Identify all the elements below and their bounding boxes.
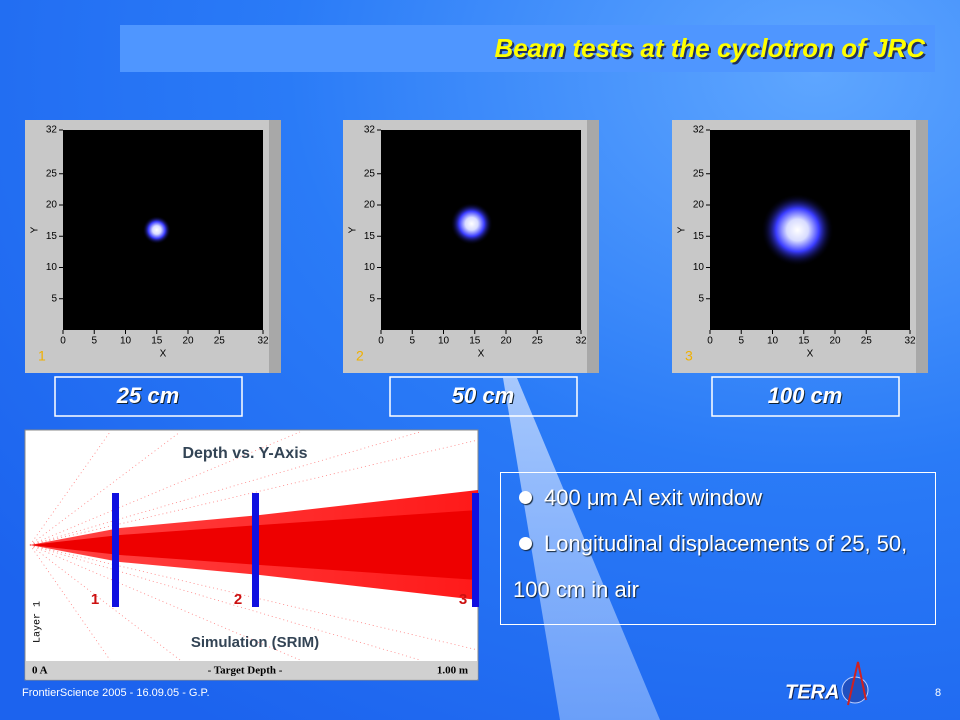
bullet: Longitudinal displacements of 25, 50, 10…	[513, 521, 908, 613]
logo: TERA	[785, 661, 869, 706]
y-tick-label: 20	[364, 200, 376, 211]
y-axis-label: Y	[677, 226, 688, 233]
sim-title: Depth vs. Y-Axis	[182, 445, 307, 462]
distance-box	[711, 376, 900, 417]
beam-spot	[450, 202, 493, 245]
x-tick-label: 10	[120, 336, 132, 347]
beam-spot	[761, 194, 834, 266]
y-tick-label: 15	[46, 231, 58, 242]
sim-axis-bar	[26, 661, 477, 679]
sim-marker: 1	[91, 591, 99, 608]
x-tick-label: 25	[861, 336, 873, 347]
sim-marker: 3	[459, 591, 467, 608]
detector-bar	[472, 493, 479, 607]
distance-label: 100 cm	[768, 383, 843, 408]
x-tick-label: 25	[214, 336, 226, 347]
x-tick-label: 20	[182, 336, 194, 347]
logo-text: TERA	[785, 681, 839, 703]
x-tick-label: 32	[904, 336, 916, 347]
sim-marker: 2	[234, 591, 242, 608]
y-tick-label: 32	[46, 125, 58, 136]
panel-number: 3	[685, 348, 693, 364]
bullet-box: 400 μm Al exit window Longitudinal displa…	[500, 472, 936, 625]
y-tick-label: 10	[364, 262, 376, 273]
bullet-text: Longitudinal displacements of 25, 50, 10…	[513, 531, 908, 602]
y-tick-label: 20	[693, 200, 705, 211]
y-axis-label: Y	[30, 226, 41, 233]
simulation-image: Depth vs. Y-Axis 1 2 3 Simulation (SRIM)…	[24, 429, 479, 681]
sim-scatter	[29, 431, 479, 661]
y-tick-label: 32	[364, 125, 376, 136]
x-tick-label: 5	[738, 336, 744, 347]
x-tick-label: 5	[91, 336, 97, 347]
x-tick-label: 15	[469, 336, 481, 347]
y-tick-label: 5	[51, 293, 57, 304]
bullet: 400 μm Al exit window	[513, 475, 908, 521]
y-tick-label: 10	[46, 262, 58, 273]
panel-edge	[916, 120, 928, 373]
x-axis-label: X	[478, 349, 485, 360]
x-tick-label: 10	[767, 336, 779, 347]
sim-depth-label: - Target Depth -	[208, 665, 283, 677]
bullet-dot	[519, 491, 532, 504]
x-tick-label: 32	[257, 336, 269, 347]
y-tick-label: 10	[693, 262, 705, 273]
beam-panel: 0 5 10 15 20 25 32 5 10 15 20 25 32 X Y 2	[343, 120, 599, 373]
y-tick-label: 15	[364, 231, 376, 242]
beam-spot	[142, 216, 171, 244]
panel-number: 2	[356, 348, 364, 364]
distance-label: 25 cm	[116, 383, 179, 408]
x-tick-label: 15	[151, 336, 163, 347]
bullet-dot	[519, 537, 532, 550]
sim-depth-end: 1.00 m	[437, 665, 468, 677]
distance-box	[54, 376, 243, 417]
light-beam	[503, 378, 660, 720]
slide-title: Beam tests at the cyclotron of JRC	[494, 33, 926, 63]
y-tick-label: 15	[693, 231, 705, 242]
panel-edge	[587, 120, 599, 373]
sim-depth-start: 0 A	[32, 665, 48, 677]
distance-box	[389, 376, 578, 417]
logo-line	[847, 661, 867, 706]
x-tick-label: 0	[60, 336, 66, 347]
bullet-text: 400 μm Al exit window	[544, 485, 763, 510]
x-tick-label: 10	[438, 336, 450, 347]
x-tick-label: 0	[378, 336, 384, 347]
beam-panel: 0 5 10 15 20 25 32 5 10 15 20 25 32 X Y 3	[672, 120, 928, 373]
sim-layer: Layer 1	[33, 601, 44, 643]
title-bar	[120, 25, 935, 72]
panel-number: 1	[38, 348, 46, 364]
y-axis-label: Y	[348, 226, 359, 233]
x-tick-label: 20	[829, 336, 841, 347]
y-tick-label: 25	[364, 168, 376, 179]
x-axis-label: X	[807, 349, 814, 360]
y-tick-label: 20	[46, 200, 58, 211]
x-tick-label: 25	[532, 336, 544, 347]
x-tick-label: 20	[500, 336, 512, 347]
sim-caption: Simulation (SRIM)	[191, 634, 319, 651]
y-tick-label: 25	[46, 168, 58, 179]
x-axis-label: X	[160, 349, 167, 360]
y-tick-label: 32	[693, 125, 705, 136]
detector-bar	[252, 493, 259, 607]
y-tick-label: 25	[693, 168, 705, 179]
x-tick-label: 0	[707, 336, 713, 347]
x-tick-label: 5	[409, 336, 415, 347]
beam-panel: 0 5 10 15 20 25 32 5 10 15 20 25 32 X Y 1	[25, 120, 281, 373]
x-tick-label: 32	[575, 336, 587, 347]
footer-text: FrontierScience 2005 - 16.09.05 - G.P.	[22, 687, 210, 699]
y-tick-label: 5	[369, 293, 375, 304]
detector-bar	[112, 493, 119, 607]
page-number: 8	[935, 687, 941, 699]
y-tick-label: 5	[698, 293, 704, 304]
distance-label: 50 cm	[452, 383, 514, 408]
x-tick-label: 15	[798, 336, 810, 347]
panel-edge	[269, 120, 281, 373]
